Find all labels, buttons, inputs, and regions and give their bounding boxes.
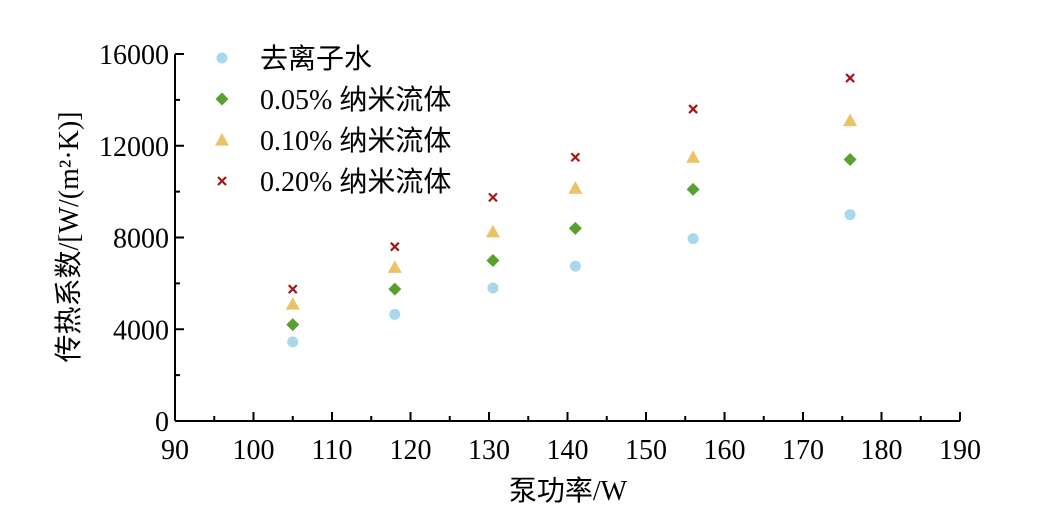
legend-marker-1 [216, 52, 228, 64]
x-tick-label: 100 [233, 435, 275, 466]
data-point-series-3 [843, 113, 858, 127]
x-tick-label: 160 [704, 435, 746, 466]
x-tick-label: 120 [390, 435, 432, 466]
data-point-series-1 [569, 260, 581, 272]
data-point-series-2 [286, 318, 300, 332]
y-tick-label: 16000 [99, 40, 169, 71]
x-axis-label: 泵功率/W [509, 475, 628, 507]
legend-marker-3 [215, 133, 229, 146]
legend-marker-2 [215, 92, 229, 106]
x-ticks: 90 100 110 120 130 140 150 160 170 180 190 [161, 412, 981, 466]
y-tick-label: 12000 [99, 132, 169, 163]
y-tick-label: 8000 [113, 224, 169, 255]
x-tick-label: 130 [468, 435, 510, 466]
data-point-series-2 [486, 253, 500, 267]
data-point-series-2 [388, 282, 402, 296]
data-point-series-4 [570, 152, 581, 162]
x-tick-label: 90 [161, 435, 189, 466]
legend-marker-4 [217, 176, 227, 186]
data-point-series-1 [487, 282, 499, 294]
y-axis-label: 传热系数/[W/(m²·K)] [53, 111, 85, 362]
legend: 去离子水 0.05% 纳米流体 0.10% 纳米流体 0.20% 纳米流体 [215, 43, 451, 198]
legend-label-1: 去离子水 [260, 43, 372, 75]
data-point-series-4 [287, 284, 298, 294]
y-ticks: 0 4000 8000 12000 16000 [99, 40, 184, 438]
x-tick-label: 190 [939, 435, 981, 466]
y-tick-label: 0 [155, 407, 169, 438]
legend-label-3: 0.10% 纳米流体 [260, 125, 451, 157]
data-point-series-4 [488, 192, 498, 203]
y-tick-label: 4000 [113, 315, 169, 346]
data-point-series-1 [287, 336, 299, 348]
data-point-series-1 [389, 308, 401, 320]
data-point-series-3 [686, 150, 701, 163]
data-point-series-2 [686, 182, 700, 196]
data-points [285, 73, 858, 348]
data-point-series-2 [568, 221, 582, 235]
x-tick-label: 150 [625, 435, 667, 466]
data-point-series-3 [485, 224, 500, 238]
x-tick-label: 180 [861, 435, 903, 466]
x-tick-label: 110 [312, 435, 353, 466]
x-tick-label: 170 [782, 435, 824, 466]
data-point-series-2 [843, 153, 857, 167]
data-point-series-4 [845, 73, 855, 83]
data-point-series-3 [285, 297, 300, 310]
data-point-series-1 [687, 233, 699, 245]
x-tick-label: 140 [547, 435, 589, 466]
data-point-series-3 [568, 181, 583, 194]
data-point-series-1 [844, 209, 856, 221]
data-point-series-4 [688, 104, 698, 114]
data-point-series-3 [387, 260, 402, 273]
data-point-series-4 [390, 241, 400, 252]
legend-label-4: 0.20% 纳米流体 [260, 166, 451, 198]
legend-label-2: 0.05% 纳米流体 [260, 84, 451, 116]
